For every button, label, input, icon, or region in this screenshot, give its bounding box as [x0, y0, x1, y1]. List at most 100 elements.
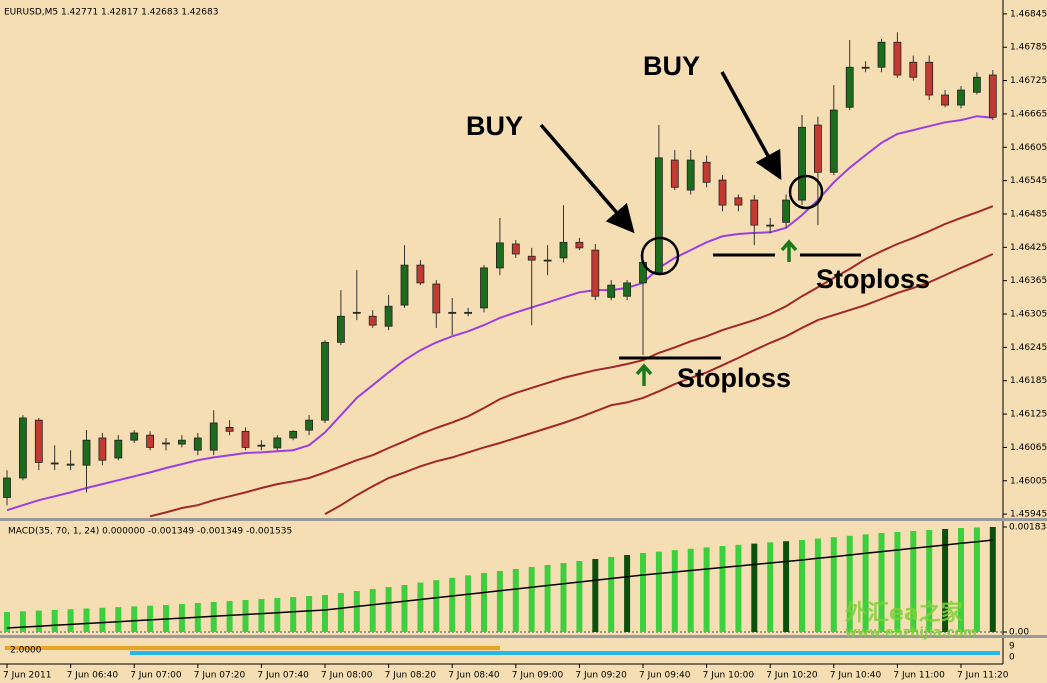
histogram-bar: [751, 543, 758, 632]
histogram-bar: [671, 550, 678, 632]
chart-title: EURUSD,M5 1.42771 1.42817 1.42683 1.4268…: [4, 8, 218, 18]
candle-body: [241, 430, 250, 448]
histogram-bar: [417, 582, 424, 632]
candle-body: [861, 66, 870, 69]
histogram-bar: [989, 527, 996, 632]
histogram-bar: [830, 537, 837, 632]
histogram-bar: [958, 527, 964, 632]
y-tick-label: 1.46425: [1010, 243, 1047, 253]
candle-body: [973, 76, 981, 93]
candle-body: [607, 284, 616, 298]
candle-body: [941, 94, 949, 106]
marks: 1.46845 1.46785 1.46725 1.46665 1.46605 1.465…: [3, 9, 1047, 680]
y-tick-label: 1.46305: [1010, 310, 1047, 320]
histogram-bar: [640, 552, 646, 632]
panel-separator: [0, 635, 1047, 638]
histogram-bar: [147, 605, 154, 632]
up-arrow: [635, 363, 653, 386]
histogram-bar: [592, 559, 599, 632]
candle-body: [543, 259, 552, 262]
candle-body: [162, 442, 170, 445]
indicator-label: 2.0000: [10, 646, 42, 656]
x-tick-label: 7 Jun 09:00: [512, 671, 564, 681]
histogram-bar: [99, 607, 106, 632]
moving-average: [6, 115, 993, 512]
annotation: Stoploss: [816, 264, 930, 294]
price-area: [3, 32, 997, 518]
x-tick-label: 7 Jun 08:20: [385, 671, 437, 681]
candle-body: [782, 199, 790, 223]
candle-body: [130, 432, 139, 441]
candle-body: [766, 224, 775, 227]
annotation: Stoploss: [677, 363, 791, 393]
x-tick-label: 7 Jun 06:40: [67, 671, 119, 681]
y-tick-label: 1.46605: [1010, 143, 1047, 153]
candle-body: [368, 315, 377, 326]
histogram-bar: [926, 529, 933, 632]
candle-body: [209, 422, 218, 451]
histogram-bar: [687, 548, 694, 632]
x-tick-label: 7 Jun 08:40: [448, 671, 500, 681]
candle-body: [34, 419, 43, 463]
panel-separator: [0, 518, 1047, 521]
candle-body: [289, 430, 298, 439]
candle-body: [305, 419, 314, 431]
candle-body: [686, 159, 695, 191]
histogram-bar: [735, 544, 742, 632]
candle-body: [82, 439, 91, 466]
candle-body: [98, 437, 107, 461]
candle-body: [988, 74, 997, 118]
histogram-bar: [401, 584, 408, 632]
histogram-bar: [783, 541, 790, 632]
annotation: BUY: [643, 51, 700, 81]
histogram-bar: [528, 566, 535, 632]
arrow: [539, 123, 635, 234]
y-tick-label: 1.46725: [1010, 76, 1047, 86]
histogram-bar: [576, 561, 583, 632]
histogram-bar: [799, 539, 805, 632]
histogram-bar: [608, 557, 615, 632]
candle-body: [845, 66, 854, 108]
candle-body: [718, 179, 727, 206]
histogram-bar: [306, 595, 313, 632]
candle-body: [750, 199, 759, 226]
y-tick-label: 1.46185: [1010, 376, 1047, 386]
x-tick-label: 7 Jun 07:00: [130, 671, 182, 681]
y-tick-label: 1.46545: [1010, 176, 1047, 186]
candle-body: [527, 255, 536, 261]
indicator-scale: 0: [1009, 653, 1015, 663]
candle-body: [670, 159, 679, 188]
x-tick-label: 7 Jun 11:20: [957, 671, 1009, 681]
histogram-bar: [67, 609, 74, 632]
histogram-bar: [449, 577, 456, 632]
histogram-bar: [703, 547, 710, 632]
histogram-bar: [337, 593, 344, 632]
y-tick-label: 1.46785: [1010, 43, 1047, 53]
y-tick-label: 1.46845: [1010, 9, 1047, 19]
histogram-bar: [512, 568, 519, 632]
x-tick-label: 7 Jun 10:20: [766, 671, 818, 681]
histogram-bar: [51, 609, 58, 632]
y-tick-label: 1.46485: [1010, 209, 1047, 219]
candle-body: [559, 241, 568, 259]
histogram-bar: [862, 534, 869, 632]
histogram-bar: [942, 528, 949, 632]
histogram-bar: [496, 570, 503, 632]
candle-body: [50, 462, 59, 465]
histogram-bar: [274, 597, 281, 632]
y-tick-label: 1.46065: [1010, 443, 1047, 453]
candle-body: [114, 439, 123, 459]
histogram-bar: [973, 527, 980, 632]
histogram-bar: [19, 611, 26, 632]
candle-body: [321, 341, 329, 421]
annotation: BUY: [466, 111, 523, 141]
candle-body: [273, 437, 282, 449]
candle-body: [480, 267, 488, 309]
x-tick-label: 7 Jun 10:40: [830, 671, 882, 681]
x-tick-label: 7 Jun 07:40: [257, 671, 309, 681]
histogram-bar: [131, 606, 138, 632]
histogram-bar: [115, 607, 122, 632]
histogram-bar: [719, 546, 726, 632]
watermark: www.eazhijia.com: [845, 626, 977, 641]
